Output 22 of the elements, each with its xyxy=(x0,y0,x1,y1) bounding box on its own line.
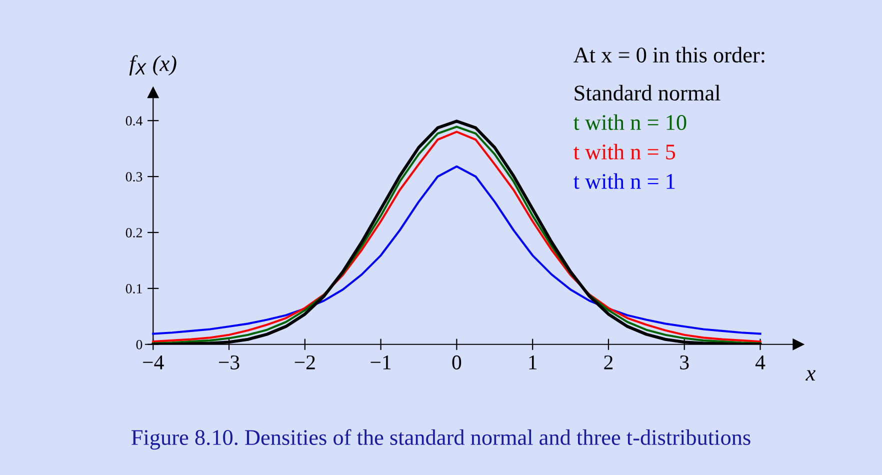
text: Figure 8.10. Densities of the standard normal and three t-distributions xyxy=(132,429,750,450)
x-tick-label: −2 xyxy=(294,355,315,370)
text: t with n = 10 xyxy=(574,114,686,130)
y-tick-label: 0.4 xyxy=(126,116,142,126)
x-tick-label: 2 xyxy=(604,355,613,370)
x-tick-label: −4 xyxy=(143,356,164,370)
x-tick-label: −1 xyxy=(370,355,391,370)
y-tick-label: 0.2 xyxy=(126,228,142,238)
x-axis-title: x xyxy=(806,370,816,380)
text: Standard normal xyxy=(574,84,720,101)
x-tick-label: 4 xyxy=(755,356,766,370)
y-tick-label: 0.3 xyxy=(126,172,142,182)
text: t with n = 5 xyxy=(574,144,676,160)
y-tick-label: 0.1 xyxy=(126,284,142,294)
y-axis-title: f$_{X}$ (x) xyxy=(129,55,176,76)
text: t with n = 1 xyxy=(574,173,675,189)
x-tick-label: −3 xyxy=(218,355,240,370)
x-tick-label: 0 xyxy=(452,355,462,370)
legend-title: At x = 0 in this order: xyxy=(574,46,764,63)
x-tick-label: 1 xyxy=(529,355,537,370)
y-tick-label: 0 xyxy=(136,340,142,350)
x-tick-label: 3 xyxy=(680,355,689,370)
